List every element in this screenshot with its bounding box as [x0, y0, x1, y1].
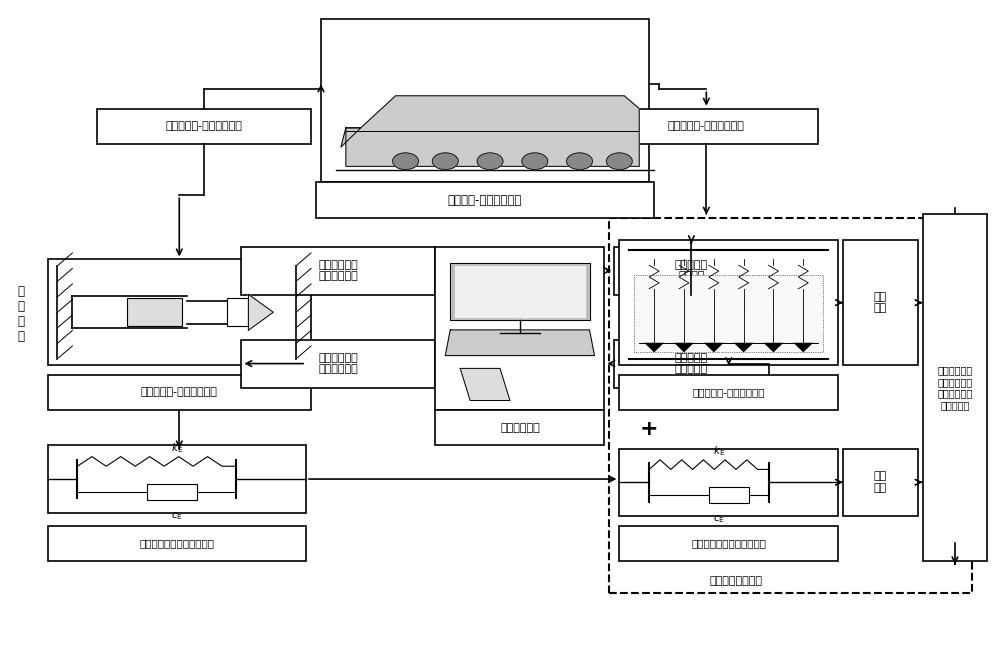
FancyBboxPatch shape: [48, 445, 306, 512]
FancyBboxPatch shape: [48, 259, 311, 365]
Text: 试验子结构线性化数值模型: 试验子结构线性化数值模型: [691, 538, 766, 548]
FancyBboxPatch shape: [515, 104, 547, 122]
Text: 数据交互中心: 数据交互中心: [500, 422, 540, 433]
FancyBboxPatch shape: [48, 375, 311, 410]
FancyBboxPatch shape: [641, 303, 663, 324]
Polygon shape: [793, 343, 813, 353]
Text: 整体结构数值模型: 整体结构数值模型: [710, 576, 763, 586]
FancyBboxPatch shape: [761, 303, 782, 324]
FancyBboxPatch shape: [316, 182, 654, 217]
FancyBboxPatch shape: [321, 19, 649, 182]
Text: 伺
服
加
载: 伺 服 加 载: [17, 285, 24, 343]
FancyBboxPatch shape: [614, 340, 769, 388]
Text: $k_{\rm E}$: $k_{\rm E}$: [171, 441, 183, 455]
FancyBboxPatch shape: [619, 448, 838, 516]
Circle shape: [522, 153, 548, 170]
FancyBboxPatch shape: [671, 303, 693, 324]
Text: 数值子结构-车体剩余部分: 数值子结构-车体剩余部分: [668, 121, 745, 131]
Text: +: +: [640, 419, 658, 439]
Text: $c_{\rm E}$: $c_{\rm E}$: [171, 510, 183, 521]
FancyBboxPatch shape: [790, 303, 812, 324]
FancyBboxPatch shape: [619, 525, 838, 561]
Text: 试验子结构线性化数值模型: 试验子结构线性化数值模型: [139, 538, 214, 548]
Text: $k_{\rm E}$: $k_{\rm E}$: [713, 444, 725, 458]
Text: 试验子结构
反力全时程: 试验子结构 反力全时程: [675, 353, 708, 375]
Polygon shape: [455, 266, 585, 317]
Circle shape: [477, 153, 503, 170]
Text: $c_{\rm E}$: $c_{\rm E}$: [713, 513, 725, 525]
FancyBboxPatch shape: [127, 298, 182, 326]
Polygon shape: [764, 343, 783, 353]
FancyBboxPatch shape: [843, 240, 918, 365]
FancyBboxPatch shape: [619, 375, 838, 410]
Text: 试验子结构-抗蛇行减振器: 试验子结构-抗蛇行减振器: [166, 121, 243, 131]
Circle shape: [567, 153, 592, 170]
FancyBboxPatch shape: [227, 298, 248, 326]
FancyBboxPatch shape: [731, 303, 753, 324]
Circle shape: [606, 153, 632, 170]
FancyBboxPatch shape: [48, 525, 306, 561]
Polygon shape: [346, 96, 639, 166]
Text: 数值
计算: 数值 计算: [874, 472, 887, 493]
FancyBboxPatch shape: [147, 484, 197, 499]
Text: 整体结构-高速列车车厂: 整体结构-高速列车车厂: [448, 193, 522, 206]
Polygon shape: [248, 294, 273, 330]
FancyBboxPatch shape: [470, 104, 502, 122]
FancyBboxPatch shape: [634, 276, 823, 353]
FancyBboxPatch shape: [241, 247, 435, 294]
Text: 试验子结构-抗蛇行减振器: 试验子结构-抗蛇行减振器: [141, 388, 218, 397]
Polygon shape: [734, 343, 754, 353]
FancyBboxPatch shape: [709, 487, 749, 503]
FancyBboxPatch shape: [241, 340, 435, 388]
Polygon shape: [644, 343, 664, 353]
FancyBboxPatch shape: [425, 104, 457, 122]
FancyBboxPatch shape: [435, 410, 604, 445]
Text: 试验子结构全
时程反力响应: 试验子结构全 时程反力响应: [319, 353, 358, 375]
FancyBboxPatch shape: [923, 214, 987, 561]
Text: 数值子结构-车体剩余部分: 数值子结构-车体剩余部分: [692, 388, 765, 397]
Polygon shape: [460, 368, 510, 400]
FancyBboxPatch shape: [594, 109, 818, 144]
Polygon shape: [704, 343, 724, 353]
FancyBboxPatch shape: [614, 247, 769, 294]
Text: 逐步积分过程
中利用试验子
结构线性模型
对反力修正: 逐步积分过程 中利用试验子 结构线性模型 对反力修正: [937, 366, 973, 410]
Polygon shape: [445, 330, 594, 356]
FancyBboxPatch shape: [609, 217, 972, 593]
Text: 数值
计算: 数值 计算: [874, 292, 887, 313]
FancyBboxPatch shape: [619, 240, 838, 365]
FancyBboxPatch shape: [435, 247, 604, 410]
FancyBboxPatch shape: [560, 104, 591, 122]
Text: 整体结构全
时程响应: 整体结构全 时程响应: [675, 260, 708, 281]
FancyBboxPatch shape: [97, 109, 311, 144]
Circle shape: [393, 153, 418, 170]
Polygon shape: [450, 263, 590, 320]
Text: 试验子结构全
时程加载命令: 试验子结构全 时程加载命令: [319, 260, 358, 281]
Polygon shape: [341, 128, 361, 147]
Circle shape: [432, 153, 458, 170]
FancyBboxPatch shape: [701, 303, 723, 324]
FancyBboxPatch shape: [843, 448, 918, 516]
Polygon shape: [674, 343, 694, 353]
